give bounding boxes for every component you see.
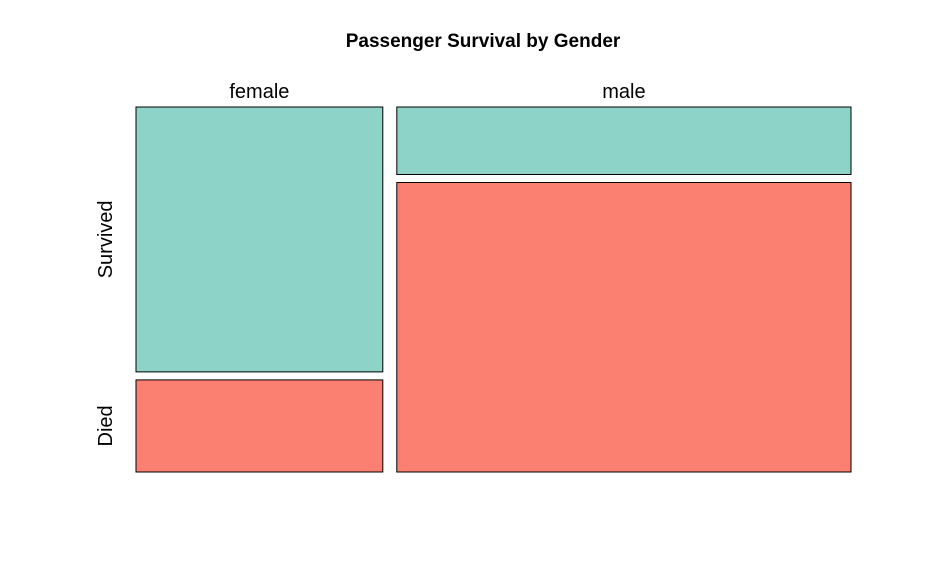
column-label-female: female bbox=[229, 81, 289, 103]
row-label-died: Died bbox=[95, 405, 117, 446]
column-label-male: male bbox=[602, 81, 645, 103]
tile-male-survived bbox=[396, 106, 852, 175]
chart-title: Passenger Survival by Gender bbox=[346, 31, 621, 52]
tile-female-died bbox=[135, 379, 384, 473]
tile-female-survived bbox=[135, 106, 384, 373]
mosaic-tiles bbox=[135, 106, 852, 473]
tile-male-died bbox=[396, 182, 852, 473]
row-label-survived: Survived bbox=[95, 200, 117, 278]
